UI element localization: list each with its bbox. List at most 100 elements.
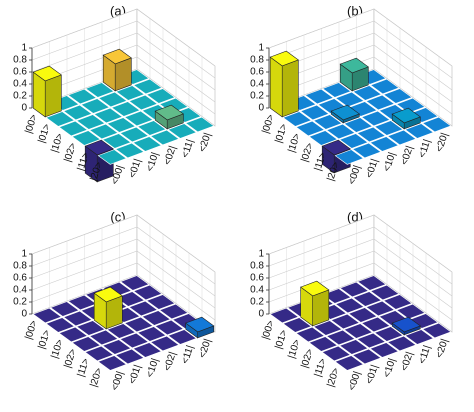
grid-line xyxy=(31,226,216,285)
bar-top xyxy=(133,78,163,95)
bar-top xyxy=(128,300,158,317)
z-tick-label: 0.2 xyxy=(13,297,27,308)
z-tick-label: 0.4 xyxy=(13,79,27,90)
bar-top xyxy=(352,142,382,159)
row-label: |00> xyxy=(23,319,40,341)
z-tick-label: 0.2 xyxy=(13,91,27,102)
bar-top xyxy=(124,316,154,333)
bar-top xyxy=(133,284,163,301)
bar-top xyxy=(321,139,351,156)
col-label: <00| xyxy=(110,370,127,392)
bar-top xyxy=(387,335,417,352)
bar-top xyxy=(115,142,145,159)
bar-top xyxy=(404,329,434,345)
col-label: <10| xyxy=(145,357,162,379)
z-tick-label: 0 xyxy=(21,309,27,320)
bar-top xyxy=(383,294,413,310)
bar-top xyxy=(335,91,365,108)
bar-top xyxy=(85,82,115,98)
z-tick-label: 0.8 xyxy=(250,261,264,272)
z-tick-label: 0.4 xyxy=(250,79,264,90)
bar-top xyxy=(339,339,369,355)
bar-top xyxy=(32,65,62,82)
row-label: |10> xyxy=(49,338,66,360)
z-tick-label: 0.6 xyxy=(13,273,27,284)
grid-line xyxy=(31,214,216,273)
grid-line xyxy=(31,44,216,103)
bar-top xyxy=(313,320,343,336)
row-label: |00> xyxy=(260,319,277,341)
col-label: <11| xyxy=(180,344,196,365)
col-label: <10| xyxy=(145,151,162,173)
bar-top xyxy=(322,288,352,304)
bar-top xyxy=(339,57,369,74)
z-tick-label: 0.6 xyxy=(250,273,264,284)
bar-top xyxy=(356,332,386,349)
grid-line xyxy=(268,226,453,285)
bar-top xyxy=(106,323,136,339)
bar-top xyxy=(422,322,452,339)
bar-top xyxy=(352,348,382,365)
panel: (b)00.20.40.60.81|00>|01>|10>|02>|11>|20… xyxy=(250,3,453,186)
bar-top xyxy=(374,326,404,342)
bar-top xyxy=(321,345,351,362)
col-label: <20| xyxy=(197,338,214,360)
bar-top xyxy=(115,85,145,101)
bar-top xyxy=(352,291,382,307)
bar-top xyxy=(369,136,399,152)
bar-top xyxy=(300,104,330,121)
bar-top xyxy=(326,329,356,346)
z-tick-label: 1 xyxy=(258,249,264,260)
bar-top xyxy=(404,123,434,139)
z-tick-label: 1 xyxy=(21,249,27,260)
bar-top xyxy=(322,82,352,98)
bar-top xyxy=(119,332,149,349)
col-label: <02| xyxy=(162,145,179,167)
bar-top xyxy=(102,339,132,355)
col-label: <02| xyxy=(399,145,416,167)
grid-line xyxy=(31,250,216,309)
col-label: <01| xyxy=(364,364,381,386)
row-label: |10> xyxy=(49,132,66,154)
bar-top xyxy=(335,297,365,314)
z-tick-label: 0 xyxy=(258,309,264,320)
row-label: |01> xyxy=(273,122,290,144)
bar-top xyxy=(89,123,119,140)
bar-top xyxy=(357,275,387,291)
row-label: |11> xyxy=(313,357,329,378)
bar-top xyxy=(370,284,400,301)
bar-top xyxy=(102,133,132,149)
bar-top xyxy=(308,130,338,146)
bar-top xyxy=(32,307,62,324)
grid-line xyxy=(268,214,453,273)
row-label: |11> xyxy=(313,151,329,172)
bar-top xyxy=(300,280,330,297)
grid-line xyxy=(31,262,216,321)
row-label: |00> xyxy=(260,113,277,135)
bar-top xyxy=(391,107,421,124)
bar-top xyxy=(150,129,180,146)
z-tick-label: 0 xyxy=(258,103,264,114)
row-label: |11> xyxy=(76,357,92,378)
bar-top xyxy=(98,91,128,108)
row-label: |10> xyxy=(286,132,303,154)
bar-top xyxy=(45,111,75,127)
bar-top xyxy=(422,116,452,133)
col-label: <11| xyxy=(180,138,196,159)
row-label: |20> xyxy=(88,366,105,388)
row-label: |02> xyxy=(299,347,316,369)
bar-top xyxy=(132,342,162,358)
row-label: |01> xyxy=(36,122,53,144)
bar-top xyxy=(348,307,378,323)
bar-top xyxy=(282,111,312,127)
bar-top xyxy=(154,104,184,121)
row-label: |02> xyxy=(62,141,79,163)
grid-line xyxy=(268,238,453,297)
bar-top xyxy=(50,301,80,317)
bar-top xyxy=(58,120,88,137)
bar-top xyxy=(343,323,373,339)
bar-top xyxy=(185,316,215,333)
bar-top xyxy=(185,116,215,133)
bar-top xyxy=(89,329,119,346)
